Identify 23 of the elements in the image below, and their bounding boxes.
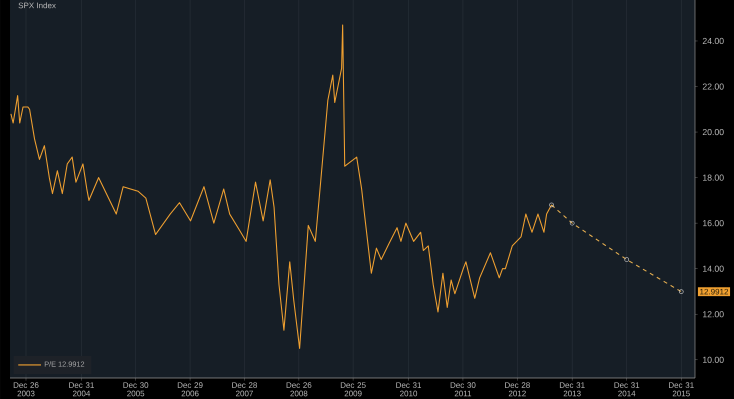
y-tick-label: 20.00 <box>702 129 724 136</box>
x-tick-label: Dec 30 2011 <box>450 382 476 396</box>
y-tick-label: 22.00 <box>702 83 724 90</box>
x-tick-label: Dec 26 2008 <box>286 382 312 396</box>
x-tick-label: Dec 31 2013 <box>560 382 585 396</box>
text: 12.9912 <box>700 288 728 294</box>
y-tick-label: 10.00 <box>703 356 724 363</box>
x-tick-label: Dec 31 2004 <box>69 382 94 396</box>
x-tick-label: Dec 31 2014 <box>614 382 640 396</box>
x-tick-label: Dec 31 2015 <box>669 382 694 396</box>
chart-title: SPX Index <box>18 2 56 8</box>
x-tick-label: Dec 31 2010 <box>396 382 422 396</box>
y-tick-label: 12.00 <box>703 311 724 318</box>
x-tick-label: Dec 25 2009 <box>340 382 366 396</box>
x-tick-label: Dec 26 2003 <box>14 382 39 396</box>
y-tick-label: 16.00 <box>703 220 724 226</box>
x-tick-label: Dec 29 2006 <box>178 382 203 396</box>
x-tick-label: Dec 28 2012 <box>505 382 530 396</box>
y-tick-label: 14.00 <box>703 266 724 272</box>
y-tick-label: 24.00 <box>702 38 724 44</box>
x-tick-label: Dec 28 2007 <box>232 382 258 396</box>
y-tick-label: 18.00 <box>703 174 724 181</box>
x-tick-label: Dec 30 2005 <box>123 382 148 396</box>
